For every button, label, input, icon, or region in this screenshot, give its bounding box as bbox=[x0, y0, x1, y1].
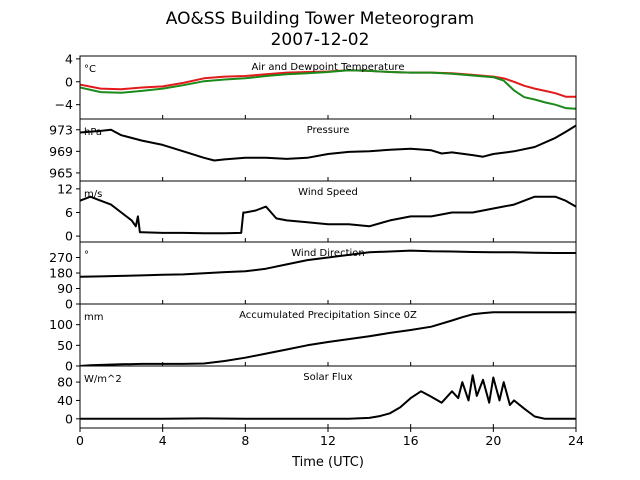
unit-label: mm bbox=[84, 312, 103, 323]
y-tick-label: 40 bbox=[57, 393, 73, 408]
series-line-line bbox=[80, 124, 576, 162]
series-line-line bbox=[80, 195, 576, 235]
panel-4: 100 50 0 Accumulated Precipitation Since 0Z… bbox=[49, 303, 577, 374]
x-tick-label: 12 bbox=[320, 433, 336, 448]
y-tick-label: 4 bbox=[65, 51, 73, 66]
unit-label: W/m^2 bbox=[84, 374, 122, 385]
y-tick-label: 12 bbox=[57, 181, 73, 196]
x-axis-label: Time (UTC) bbox=[291, 455, 364, 470]
chart-subtitle: 2007-12-02 bbox=[271, 30, 370, 50]
x-tick-label: 4 bbox=[159, 433, 167, 448]
y-tick-label: 0 bbox=[65, 359, 73, 374]
panel-title: Wind Direction bbox=[291, 248, 365, 259]
panel-title: Wind Speed bbox=[298, 187, 358, 198]
y-tick-label: 965 bbox=[49, 165, 73, 180]
series-line-dewpoint bbox=[80, 69, 576, 110]
x-tick-label: 16 bbox=[403, 433, 419, 448]
x-axis: 0 4 8 12 16 20 24 bbox=[76, 428, 584, 448]
y-tick-label: 0 bbox=[65, 74, 73, 89]
y-tick-label: 0 bbox=[65, 229, 73, 244]
unit-label: ° bbox=[84, 250, 89, 261]
x-tick-label: 0 bbox=[76, 433, 84, 448]
panel-2: 12 6 0 Wind Speed m/s bbox=[57, 180, 577, 244]
y-tick-label: 270 bbox=[49, 250, 73, 265]
x-tick-label: 8 bbox=[241, 433, 249, 448]
panel-1: 973 969 965 Pressure hPa bbox=[49, 118, 577, 182]
panel-5: 80 40 0 Solar Flux W/m^2 bbox=[57, 365, 577, 429]
panel-title: Accumulated Precipitation Since 0Z bbox=[239, 310, 417, 321]
panel-0: 4 0 −4 Air and Dewpoint Temperature °C bbox=[55, 51, 577, 120]
unit-label: hPa bbox=[84, 127, 102, 138]
y-tick-label: 973 bbox=[49, 122, 73, 137]
panel-title: Pressure bbox=[307, 125, 350, 136]
y-tick-label: 50 bbox=[57, 338, 73, 353]
y-tick-label: 969 bbox=[49, 144, 73, 159]
unit-label: °C bbox=[84, 64, 96, 75]
panel-title: Air and Dewpoint Temperature bbox=[252, 62, 405, 73]
y-tick-label: 100 bbox=[49, 317, 73, 332]
x-tick-label: 20 bbox=[485, 433, 501, 448]
unit-label: m/s bbox=[84, 189, 102, 200]
y-tick-label: 90 bbox=[57, 281, 73, 296]
series-line-line bbox=[80, 374, 576, 420]
y-tick-label: 80 bbox=[57, 375, 73, 390]
y-tick-label: 6 bbox=[65, 205, 73, 220]
series-line-line bbox=[80, 311, 576, 366]
y-tick-label: 180 bbox=[49, 266, 73, 281]
y-tick-label: 0 bbox=[65, 297, 73, 312]
series-line-line bbox=[80, 249, 576, 278]
series-line-temperature bbox=[80, 69, 576, 98]
y-tick-label: −4 bbox=[55, 97, 73, 112]
panel-title: Solar Flux bbox=[303, 372, 353, 383]
x-tick-label: 24 bbox=[568, 433, 584, 448]
y-tick-label: 0 bbox=[65, 411, 73, 426]
chart-title: AO&SS Building Tower Meteorogram bbox=[166, 9, 474, 29]
